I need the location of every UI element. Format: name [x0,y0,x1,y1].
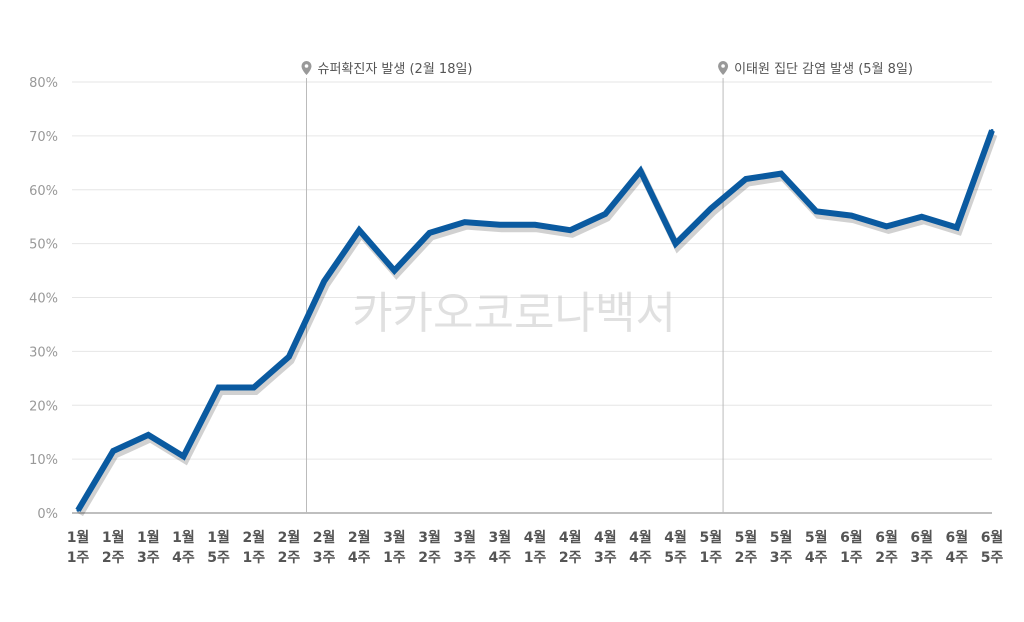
data-point [955,225,959,229]
series-line-shadow [76,133,998,517]
data-point [146,433,150,437]
data-point [287,355,291,359]
data-point [638,169,642,173]
watermark: 카카오코로나백서 [352,288,676,339]
data-point [322,279,326,283]
data-point [920,215,924,219]
data-point [111,449,115,453]
x-tick-label: 4월 1주 [524,529,547,566]
y-tick-label: 40% [29,292,58,307]
x-tick-label: 5월 2주 [735,529,758,566]
y-tick-label: 80% [29,76,58,91]
x-tick-label: 2월 2주 [278,529,301,566]
x-tick-label: 6월 1주 [840,529,863,566]
data-point [76,508,80,512]
data-point [849,214,853,218]
map-pin-icon [718,61,729,75]
x-tick-label: 6월 5주 [981,529,1004,566]
x-tick-label: 1월 4주 [172,529,195,566]
x-tick-label: 3월 4주 [489,529,512,566]
x-axis: 1월 1주 1월 2주 1월 3주 1월 4주 1월 5주 2월 1주 2월 2주 2월 3주 2월 4주 3월 1주… [67,529,1004,566]
data-point [990,128,994,132]
x-tick-label: 3월 3주 [453,529,476,566]
data-point [533,223,537,227]
x-tick-label: 6월 3주 [910,529,933,566]
x-tick-label: 2월 3주 [313,529,336,566]
data-point [885,224,889,228]
x-tick-label: 3월 2주 [418,529,441,566]
event-annotation-label: 슈퍼확진자 발생 (2월 18일) [318,62,473,77]
data-point [392,269,396,273]
x-tick-label: 4월 5주 [664,529,687,566]
data-point [814,209,818,213]
data-point [779,172,783,176]
x-tick-label: 4월 3주 [594,529,617,566]
y-tick-label: 50% [29,238,58,253]
x-tick-label: 6월 2주 [875,529,898,566]
x-tick-label: 4월 4주 [629,529,652,566]
x-tick-label: 4월 2주 [559,529,582,566]
data-point [674,242,678,246]
map-pin-icon [301,61,312,75]
data-point [252,385,256,389]
data-point [463,220,467,224]
y-tick-label: 60% [29,184,58,199]
y-axis: 0% 10% 20% 30% 40% 50% 60% 70% 80% [29,76,58,522]
data-point [744,177,748,181]
x-tick-label: 5월 1주 [699,529,722,566]
y-tick-label: 20% [29,399,58,414]
data-point [181,454,185,458]
y-tick-label: 70% [29,130,58,145]
series [75,128,998,517]
x-tick-label: 1월 2주 [102,529,125,566]
event-annotation-label: 이태원 집단 감염 발생 (5월 8일) [734,62,913,77]
annotations: 슈퍼확진자 발생 (2월 18일) 이태원 집단 감염 발생 (5월 8일) [301,61,913,513]
y-tick-label: 0% [37,507,58,522]
data-point [709,207,713,211]
y-tick-label: 30% [29,345,58,360]
data-point [428,231,432,235]
grid [72,81,992,514]
x-tick-label: 1월 3주 [137,529,160,566]
x-tick-label: 3월 1주 [383,529,406,566]
data-point [568,228,572,232]
data-point [498,223,502,227]
x-tick-label: 5월 4주 [805,529,828,566]
x-tick-label: 5월 3주 [770,529,793,566]
x-tick-label: 1월 1주 [67,529,90,566]
y-tick-label: 10% [29,453,58,468]
data-point [357,228,361,232]
x-tick-label: 2월 1주 [242,529,265,566]
data-point [603,212,607,216]
x-tick-label: 1월 5주 [207,529,230,566]
x-tick-label: 6월 4주 [946,529,969,566]
x-tick-label: 2월 4주 [348,529,371,566]
data-point [217,385,221,389]
